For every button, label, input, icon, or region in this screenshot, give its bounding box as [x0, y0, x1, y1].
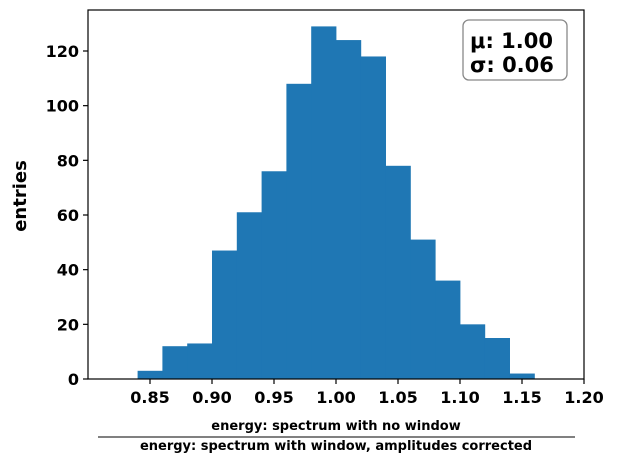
- x-axis-title-numerator: energy: spectrum with no window: [211, 419, 460, 434]
- y-tick-label-2: 40: [57, 261, 79, 280]
- histogram-bar-6: [286, 83, 312, 380]
- histogram-bar-13: [460, 324, 486, 379]
- x-tick-label-4: 1.05: [378, 388, 417, 407]
- histogram-bar-5: [261, 171, 287, 379]
- stats-box-frame: [462, 19, 568, 81]
- histogram-bar-10: [385, 165, 411, 379]
- y-tick-label-0: 0: [68, 370, 79, 389]
- x-tick-label-6: 1.15: [502, 388, 541, 407]
- histogram-bar-12: [435, 280, 461, 379]
- stats-box: μ: 1.00 σ: 0.06: [462, 19, 568, 81]
- histogram-bar-0: [137, 370, 163, 379]
- x-tick-label-5: 1.10: [440, 388, 479, 407]
- bars-group: [137, 26, 535, 380]
- x-axis-title-denominator: energy: spectrum with window, amplitudes…: [140, 439, 532, 454]
- histogram-bar-1: [162, 346, 188, 379]
- x-tick-label-1: 0.90: [192, 388, 231, 407]
- y-tick-label-5: 100: [46, 97, 79, 116]
- histogram-bar-15: [509, 373, 535, 379]
- x-axis: 0.85 0.90 0.95 1.00 1.05 1.10 1.15 1.20: [130, 379, 604, 407]
- y-tick-label-4: 80: [57, 151, 79, 170]
- histogram-bar-7: [311, 26, 337, 380]
- x-tick-label-2: 0.95: [254, 388, 293, 407]
- histogram-bar-3: [212, 250, 238, 379]
- y-tick-label-1: 20: [57, 315, 79, 334]
- y-axis-title: entries: [10, 160, 31, 232]
- stats-mean-label: μ: 1.00: [470, 29, 553, 53]
- histogram-bar-2: [187, 343, 213, 379]
- histogram-bar-11: [410, 239, 436, 379]
- histogram-bar-4: [236, 212, 262, 379]
- histogram-bar-9: [360, 56, 386, 379]
- y-axis: 0 20 40 60 80 100 120: [46, 42, 88, 389]
- histogram-bar-14: [484, 338, 510, 379]
- x-tick-label-7: 1.20: [564, 388, 603, 407]
- histogram-bar-8: [336, 40, 362, 380]
- y-tick-label-3: 60: [57, 206, 79, 225]
- x-tick-label-3: 1.00: [316, 388, 355, 407]
- stats-sigma-label: σ: 0.06: [470, 53, 554, 77]
- y-tick-label-6: 120: [46, 42, 79, 61]
- x-tick-label-0: 0.85: [130, 388, 169, 407]
